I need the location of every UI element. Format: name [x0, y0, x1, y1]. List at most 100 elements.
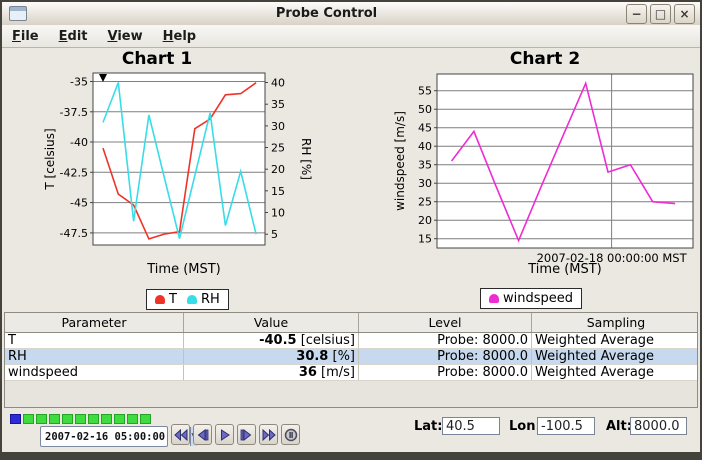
- svg-text:25: 25: [418, 196, 432, 209]
- legend-item-T: T: [155, 292, 177, 307]
- legend-label: windspeed: [503, 291, 574, 306]
- RH-series-icon: [186, 295, 197, 304]
- close-button[interactable]: ×: [674, 3, 695, 24]
- svg-text:-45: -45: [70, 197, 88, 210]
- svg-text:20: 20: [418, 214, 432, 227]
- fast-forward-button[interactable]: [259, 424, 278, 445]
- rewind-icon: [173, 428, 188, 441]
- timeline-step: [114, 414, 125, 424]
- table-row-RH[interactable]: RH 30.8 [%] Probe: 8000.0 Weighted Average: [5, 348, 697, 365]
- table-row-windspeed[interactable]: windspeed 36 [m/s] Probe: 8000.0 Weighted A…: [5, 364, 697, 381]
- svg-text:30: 30: [271, 120, 285, 133]
- window-title: Probe Control: [275, 6, 378, 21]
- y-axis-label: T [celsius]: [43, 128, 57, 190]
- svg-text:15: 15: [271, 185, 285, 198]
- level-cell: Probe: 8000.0: [358, 364, 532, 381]
- menu-item-edit[interactable]: Edit: [58, 28, 88, 44]
- timeline-step: [75, 414, 86, 424]
- chart2-title: Chart 2: [509, 49, 581, 69]
- step-forward-icon: [240, 428, 253, 441]
- series-windspeed-line: [450, 80, 676, 243]
- chart1-svg: -35 -37.5 -40 -42.5 -45 -47.5 T [celsius] 40 35 3…: [43, 72, 313, 246]
- timeline-step-current: [10, 414, 21, 424]
- alt-field[interactable]: [630, 417, 687, 435]
- maximize-button[interactable]: □: [650, 3, 671, 24]
- svg-text:35: 35: [271, 98, 285, 111]
- column-header-value[interactable]: Value: [183, 313, 359, 333]
- sampling-cell: Weighted Average: [531, 332, 697, 349]
- svg-text:20: 20: [271, 163, 285, 176]
- svg-text:40: 40: [418, 140, 432, 153]
- svg-text:5: 5: [271, 228, 278, 241]
- svg-text:-40: -40: [70, 136, 88, 149]
- chart2-legend: windspeed: [480, 288, 583, 309]
- timeline-step: [23, 414, 34, 424]
- menu-bar: File Edit View Help: [2, 25, 700, 48]
- svg-text:55: 55: [418, 85, 432, 98]
- play-button[interactable]: [215, 424, 234, 445]
- value-cell: -40.5 [celsius]: [183, 332, 359, 349]
- parameter-cell: T: [5, 332, 184, 349]
- svg-text:15: 15: [418, 233, 432, 246]
- parameter-cell: RH: [5, 348, 184, 365]
- table-row-T[interactable]: T -40.5 [celsius] Probe: 8000.0 Weighted Av…: [5, 332, 697, 349]
- minimize-button[interactable]: −: [626, 3, 647, 24]
- svg-text:30: 30: [418, 177, 432, 190]
- legend-item-windspeed: windspeed: [489, 291, 573, 306]
- T-series-icon: [155, 295, 165, 304]
- series-RH-line: [102, 82, 257, 239]
- series-T-line: [102, 82, 257, 240]
- svg-text:-47.5: -47.5: [60, 227, 88, 240]
- lon-label: Lon:: [509, 419, 541, 434]
- timeline-step: [62, 414, 73, 424]
- time-combobox[interactable]: 2007-02-16 05:00:00 MST ▼: [40, 426, 199, 447]
- pause-circle-button[interactable]: [281, 424, 300, 445]
- svg-text:25: 25: [271, 142, 285, 155]
- step-forward-button[interactable]: [237, 424, 256, 445]
- column-header-level[interactable]: Level: [358, 313, 532, 333]
- column-header-sampling[interactable]: Sampling: [531, 313, 697, 333]
- play-icon: [219, 428, 231, 441]
- menu-item-help[interactable]: Help: [162, 28, 197, 44]
- step-back-button[interactable]: [193, 424, 212, 445]
- x-tick-label: 2007-02-18 00:00:00 MST: [537, 251, 688, 265]
- pause-circle-icon: [284, 428, 298, 442]
- legend-label: T: [169, 292, 177, 307]
- y-axis-label: windspeed [m/s]: [393, 111, 407, 211]
- lat-label: Lat:: [414, 419, 443, 434]
- timeline-progress: [10, 414, 151, 424]
- level-cell: Probe: 8000.0: [358, 332, 532, 349]
- legend-label: RH: [200, 292, 220, 307]
- chart2-xaxis-label: Time (MST): [528, 262, 602, 277]
- column-header-parameter[interactable]: Parameter: [5, 313, 184, 333]
- rewind-button[interactable]: [171, 424, 190, 445]
- sampling-cell: Weighted Average: [531, 364, 697, 381]
- transport-controls: [171, 424, 300, 445]
- table-header-row: Parameter Value Level Sampling: [5, 313, 697, 333]
- right-axis-label: RH [%]: [299, 138, 313, 180]
- timeline-step: [140, 414, 151, 424]
- svg-text:50: 50: [418, 103, 432, 116]
- lon-field[interactable]: [537, 417, 595, 435]
- parameter-cell: windspeed: [5, 364, 184, 381]
- menu-item-file[interactable]: File: [12, 28, 39, 44]
- time-combobox-value: 2007-02-16 05:00:00 MST: [45, 430, 191, 443]
- chart2-plot-area: 2007-02-18 00:00:00 MST 55 50 45 40 35 30 25 20 1…: [392, 71, 702, 273]
- timeline-step: [36, 414, 47, 424]
- lat-field[interactable]: [442, 417, 500, 435]
- window-icon: [9, 6, 27, 21]
- svg-text:35: 35: [418, 159, 432, 172]
- timeline-step: [127, 414, 138, 424]
- step-back-icon: [196, 428, 209, 441]
- chart2-svg: 2007-02-18 00:00:00 MST 55 50 45 40 35 30 25 20 1…: [393, 73, 694, 265]
- fast-forward-icon: [262, 428, 276, 441]
- chart1-xaxis-label: Time (MST): [147, 262, 221, 277]
- chart1-legend: T RH: [146, 289, 229, 310]
- svg-text:10: 10: [271, 207, 285, 220]
- menu-item-view[interactable]: View: [107, 28, 143, 44]
- value-cell: 30.8 [%]: [183, 348, 359, 365]
- timeline-step: [101, 414, 112, 424]
- parameter-table: Parameter Value Level Sampling T -40.5 [celsi…: [5, 313, 697, 381]
- svg-text:-42.5: -42.5: [60, 166, 88, 179]
